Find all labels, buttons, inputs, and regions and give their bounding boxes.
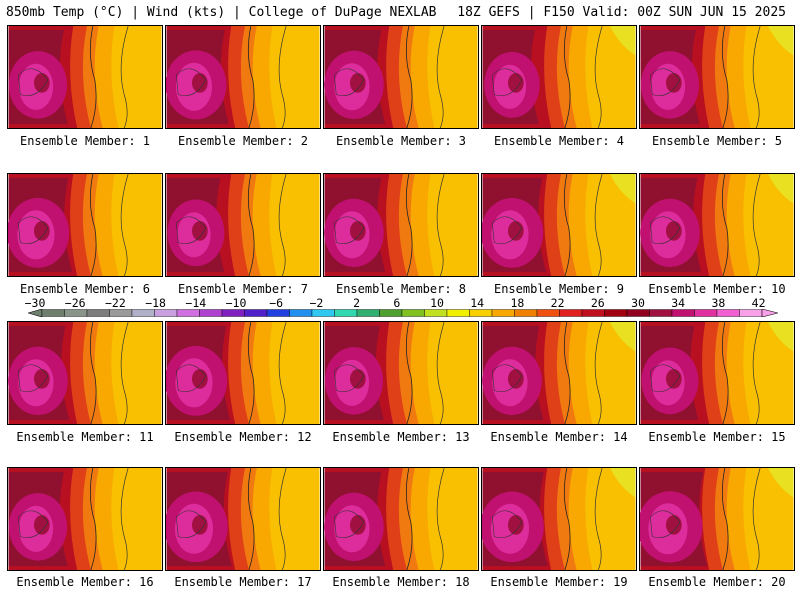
colorbar-swatch [244,309,268,317]
colorbar-swatch [154,309,178,317]
ensemble-member-map [323,173,479,277]
ensemble-member-map [7,25,163,129]
colorbar-swatch [739,309,763,317]
ensemble-member-map [7,467,163,571]
ensemble-member-map [165,173,321,277]
ensemble-member-label: Ensemble Member: 20 [648,575,786,589]
colorbar-swatch [424,309,448,317]
ensemble-member-label: Ensemble Member: 14 [490,430,628,444]
colorbar-swatch [266,309,290,317]
colorbar-swatch [199,309,223,317]
colorbar-swatch [671,309,695,317]
colorbar-tick-label: −14 [185,296,207,310]
ensemble-member-label: Ensemble Member: 8 [335,282,467,296]
ensemble-member-label: Ensemble Member: 13 [332,430,470,444]
ensemble-member-map [481,25,637,129]
ensemble-member-label: Ensemble Member: 4 [493,134,625,148]
ensemble-member-map [165,25,321,129]
colorbar-tick-label: 22 [550,296,565,310]
ensemble-member-map [323,467,479,571]
colorbar-tick-label: 30 [631,296,645,310]
ensemble-member-label: Ensemble Member: 16 [16,575,154,589]
ensemble-member-label: Ensemble Member: 10 [648,282,786,296]
colorbar-tick-label: −18 [145,296,166,310]
colorbar-swatch [311,309,335,317]
colorbar-tick-label: −22 [105,296,126,310]
ensemble-member-label: Ensemble Member: 18 [332,575,470,589]
ensemble-member-label: Ensemble Member: 9 [493,282,625,296]
colorbar-swatch [221,309,245,317]
ensemble-member-map [165,321,321,425]
map-title: 850mb Temp (°C) | Wind (kts) | College o… [6,5,437,20]
colorbar-swatch [626,309,650,317]
colorbar-tick-label: 34 [671,296,686,310]
colorbar-swatch [356,309,380,317]
colorbar-swatch [604,309,628,317]
ensemble-member-label: Ensemble Member: 19 [490,575,628,589]
ensemble-member-label: Ensemble Member: 11 [16,430,154,444]
ensemble-member-label: Ensemble Member: 6 [19,282,151,296]
colorbar-tick-label: 26 [590,296,605,310]
ensemble-member-label: Ensemble Member: 2 [177,134,309,148]
colorbar-swatch [176,309,200,317]
colorbar-swatch [401,309,425,317]
model-run-info: 18Z GEFS | F150 Valid: 00Z SUN JUN 15 20… [457,5,786,20]
colorbar-swatch [716,309,740,317]
colorbar-tick-label: −10 [225,296,247,310]
ensemble-member-map [639,467,795,571]
ensemble-member-label: Ensemble Member: 7 [177,282,309,296]
ensemble-member-label: Ensemble Member: 12 [174,430,312,444]
colorbar-swatch [379,309,403,317]
ensemble-member-map [7,321,163,425]
colorbar-tick-label: 14 [470,296,485,310]
colorbar-swatch [64,309,88,317]
colorbar-swatch [581,309,605,317]
ensemble-member-label: Ensemble Member: 1 [19,134,151,148]
colorbar-swatch [649,309,673,317]
colorbar-swatch [109,309,133,317]
colorbar-tick-label: −26 [64,296,86,310]
colorbar-swatch [86,309,110,317]
colorbar-swatch [491,309,515,317]
colorbar-swatch [469,309,493,317]
ensemble-member-label: Ensemble Member: 3 [335,134,467,148]
colorbar-swatch [334,309,358,317]
ensemble-member-map [639,173,795,277]
colorbar-swatch [514,309,538,317]
colorbar-swatch [559,309,583,317]
ensemble-member-map [481,467,637,571]
ensemble-member-map [323,321,479,425]
colorbar-tick-label: 10 [430,296,444,310]
colorbar-swatch [131,309,155,317]
colorbar-tick-label: 42 [751,296,766,310]
colorbar-swatch [289,309,313,317]
ensemble-member-map [481,321,637,425]
colorbar-swatch [536,309,560,317]
colorbar-tick-label: 6 [393,296,401,310]
ensemble-member-map [7,173,163,277]
colorbar-swatch [41,309,65,317]
ensemble-member-label: Ensemble Member: 15 [648,430,786,444]
ensemble-member-map [481,173,637,277]
ensemble-member-map [323,25,479,129]
colorbar-tick-label: −2 [309,296,324,310]
ensemble-member-label: Ensemble Member: 17 [174,575,312,589]
colorbar-tick-label: −30 [24,296,46,310]
colorbar-tick-label: 2 [353,296,361,310]
ensemble-member-map [165,467,321,571]
temperature-colorbar [28,309,778,317]
ensemble-member-label: Ensemble Member: 5 [651,134,783,148]
colorbar-tick-label: −6 [269,296,284,310]
ensemble-member-map [639,25,795,129]
colorbar-tick-label: 18 [510,296,525,310]
colorbar-swatch [446,309,470,317]
colorbar-swatch [694,309,718,317]
colorbar-tick-label: 38 [711,296,726,310]
ensemble-member-map [639,321,795,425]
